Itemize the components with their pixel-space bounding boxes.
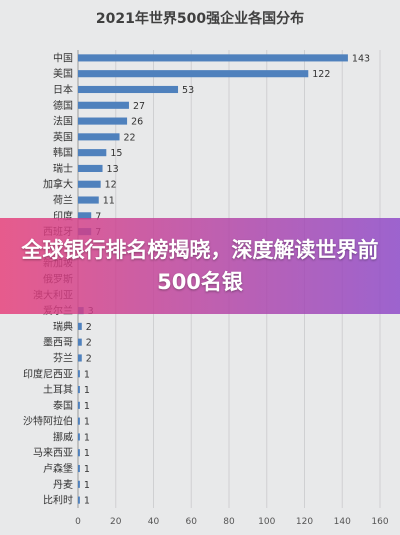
bar (78, 449, 80, 457)
data-label: 15 (110, 148, 122, 159)
y-tick-label: 英国 (53, 130, 73, 143)
y-tick-label: 韩国 (53, 146, 73, 159)
bar (78, 70, 309, 78)
bar (78, 433, 80, 441)
x-tick-label: 160 (371, 517, 388, 527)
x-tick-label: 40 (148, 517, 160, 527)
y-tick-label: 芬兰 (53, 351, 73, 364)
data-label: 53 (182, 85, 194, 96)
x-tick-label: 20 (110, 517, 122, 527)
bar (78, 180, 101, 188)
data-label: 1 (84, 448, 90, 459)
data-label: 1 (84, 496, 90, 507)
data-label: 2 (86, 338, 92, 349)
data-label: 122 (312, 69, 330, 80)
y-tick-label: 墨西哥 (43, 337, 73, 349)
data-label: 1 (84, 401, 90, 412)
y-tick-label: 法国 (53, 115, 73, 128)
bar (78, 464, 80, 473)
data-label: 22 (124, 132, 136, 143)
x-tick-label: 140 (334, 517, 351, 527)
data-label: 143 (352, 53, 370, 64)
bar (78, 164, 103, 173)
bar (78, 54, 348, 62)
y-tick-label: 卢森堡 (43, 462, 73, 475)
x-tick-label: 80 (223, 517, 235, 527)
bar (78, 322, 82, 330)
x-tick-label: 120 (296, 517, 313, 527)
data-label: 2 (86, 322, 92, 333)
y-tick-label: 沙特阿拉伯 (23, 415, 73, 428)
bar (78, 101, 129, 109)
y-tick-label: 马来西亚 (33, 447, 73, 459)
y-tick-label: 瑞士 (53, 162, 73, 175)
y-tick-label: 土耳其 (43, 383, 73, 396)
y-tick-label: 美国 (53, 67, 73, 80)
data-label: 1 (84, 464, 90, 475)
bar (78, 133, 120, 141)
data-label: 11 (103, 196, 115, 207)
data-label: 12 (105, 180, 117, 191)
data-label: 1 (84, 385, 90, 396)
y-tick-label: 瑞典 (53, 320, 73, 333)
bar (78, 149, 107, 157)
y-tick-label: 丹麦 (53, 479, 73, 491)
bar (78, 117, 128, 125)
data-label: 1 (84, 480, 90, 491)
data-label: 1 (84, 369, 90, 380)
x-tick-label: 100 (258, 517, 275, 527)
headline-text: 全球银行排名榜揭晓，深度解读世界前500名银 (21, 238, 379, 294)
bar (78, 370, 80, 378)
bar (78, 496, 80, 504)
headline-banner: 全球银行排名榜揭晓，深度解读世界前500名银 (0, 218, 400, 314)
data-label: 1 (84, 417, 90, 428)
y-tick-label: 荷兰 (53, 194, 73, 207)
data-label: 2 (86, 353, 92, 364)
data-label: 1 (84, 432, 90, 443)
bar (78, 85, 179, 94)
bar (78, 338, 82, 346)
data-label: 13 (107, 164, 119, 175)
x-tick-label: 0 (75, 517, 81, 527)
y-tick-label: 挪威 (53, 430, 73, 443)
bar (78, 196, 99, 204)
y-tick-label: 德国 (53, 99, 73, 112)
y-tick-label: 泰国 (53, 399, 73, 412)
bar (78, 417, 80, 425)
x-tick-label: 60 (186, 517, 198, 527)
bar (78, 480, 80, 488)
data-label: 27 (133, 101, 145, 112)
data-label: 7 (95, 211, 101, 222)
y-tick-label: 中国 (53, 51, 73, 64)
bar (78, 354, 82, 362)
bar (78, 212, 92, 220)
chart-title: 2021年世界500强企业各国分布 (95, 11, 305, 27)
y-tick-label: 印度尼西亚 (23, 367, 73, 380)
y-tick-label: 加拿大 (43, 178, 73, 191)
data-label: 26 (131, 117, 143, 128)
y-tick-label: 日本 (53, 83, 73, 96)
bar (78, 401, 80, 409)
y-tick-label: 比利时 (43, 495, 73, 507)
bar (78, 385, 80, 394)
